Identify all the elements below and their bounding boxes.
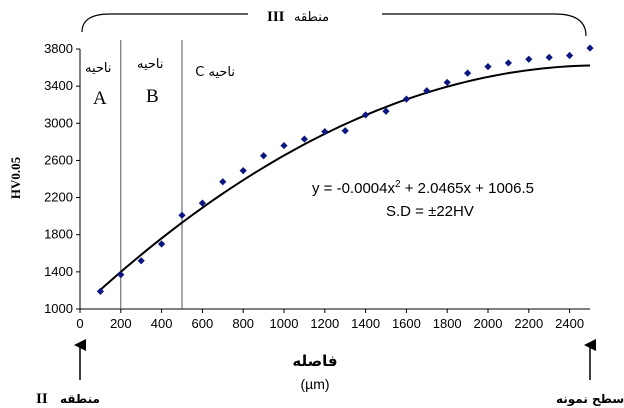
data-point — [484, 63, 492, 71]
zone-iii-label: III منطقه — [267, 9, 329, 25]
data-point — [260, 152, 268, 160]
y-axis-ticks: 1000 1400 1800 2200 2600 3000 3400 3800 — [44, 41, 80, 316]
data-point — [96, 287, 104, 295]
region-b-letter: B — [146, 86, 159, 107]
x-tick-label: 1600 — [392, 316, 421, 331]
y-tick-label: 3400 — [44, 78, 73, 93]
region-a-word: ناحیه — [85, 61, 112, 76]
zone-ii-roman: II — [36, 391, 48, 407]
x-tick-label: 0 — [76, 316, 83, 331]
data-point — [341, 127, 349, 135]
data-point — [423, 87, 431, 95]
region-boundaries — [120, 40, 183, 309]
data-point — [178, 211, 186, 219]
region-b-word: ناحیه — [137, 57, 164, 72]
y-tick-label: 3000 — [44, 115, 73, 130]
zone-ii-word: منطقه — [60, 392, 100, 406]
data-points — [96, 44, 594, 295]
region-a-label: ناحیه A — [85, 61, 112, 109]
x-tick-label: 400 — [151, 316, 173, 331]
region-a-letter: A — [93, 88, 107, 109]
x-tick-label: 200 — [110, 316, 132, 331]
data-point — [382, 107, 390, 115]
data-point — [586, 44, 594, 52]
x-axis-unit: (µm) — [300, 376, 329, 392]
data-point — [137, 257, 145, 265]
region-c-word: ناحیه C — [195, 65, 235, 80]
data-point — [300, 135, 308, 143]
data-point — [219, 178, 227, 186]
y-tick-label: 1800 — [44, 227, 73, 242]
quadratic-fit-curve — [99, 64, 591, 291]
x-tick-label: 2200 — [514, 316, 543, 331]
zone-iii-word: منطقه — [294, 10, 329, 25]
y-tick-label: 1000 — [44, 301, 73, 316]
x-tick-label: 600 — [192, 316, 214, 331]
x-axis-ticks: 0 200 400 600 800 1000 1200 1400 1600 1800 2000 220… — [76, 309, 584, 331]
data-point — [362, 111, 370, 119]
data-point — [545, 53, 553, 61]
x-axis-label: فاصله — [292, 352, 337, 370]
fit-equation-exponent: 2 — [395, 179, 401, 190]
x-tick-label: 800 — [232, 316, 254, 331]
x-tick-label: 1800 — [433, 316, 462, 331]
data-point — [525, 55, 533, 63]
x-tick-label: 1000 — [270, 316, 299, 331]
data-point — [198, 199, 206, 207]
y-tick-label: 3800 — [44, 41, 73, 56]
fit-equation-text: y = -0.0004x2 + 2.0465x + 1006.5 — [312, 179, 534, 197]
data-point — [321, 128, 329, 136]
fit-standard-deviation: S.D = ±22HV — [386, 203, 474, 220]
zone-iii-brace — [81, 13, 587, 37]
x-tick-label: 1400 — [351, 316, 380, 331]
fit-equation: y = -0.0004x2 + 2.0465x + 1006.5 S.D = ±… — [312, 179, 534, 220]
y-tick-label: 2200 — [44, 190, 73, 205]
zone-ii-label: II منطقه — [36, 391, 100, 407]
data-point — [239, 167, 247, 175]
data-point — [464, 69, 472, 77]
x-tick-label: 2400 — [555, 316, 584, 331]
y-tick-label: 2600 — [44, 152, 73, 167]
region-b-label: ناحیه B — [137, 57, 164, 107]
data-point — [280, 141, 288, 150]
data-point — [504, 59, 512, 67]
plot-axes — [79, 49, 590, 310]
data-point — [402, 95, 410, 103]
x-tick-label: 2000 — [474, 316, 503, 331]
sample-surface-label: سطح نمونه — [556, 392, 624, 407]
data-point — [158, 240, 166, 248]
data-point — [117, 271, 125, 279]
y-axis-label: HV0.05 — [8, 156, 23, 199]
zone-iii-roman: III — [267, 9, 285, 25]
fit-equation-suffix: + 2.0465x + 1006.5 — [401, 180, 534, 197]
fit-equation-prefix: y = -0.0004x — [312, 180, 395, 197]
data-point — [566, 51, 574, 60]
x-tick-label: 1200 — [310, 316, 339, 331]
y-tick-label: 1400 — [44, 264, 73, 279]
region-c-label: ناحیه C — [195, 65, 235, 80]
data-point — [443, 78, 451, 87]
